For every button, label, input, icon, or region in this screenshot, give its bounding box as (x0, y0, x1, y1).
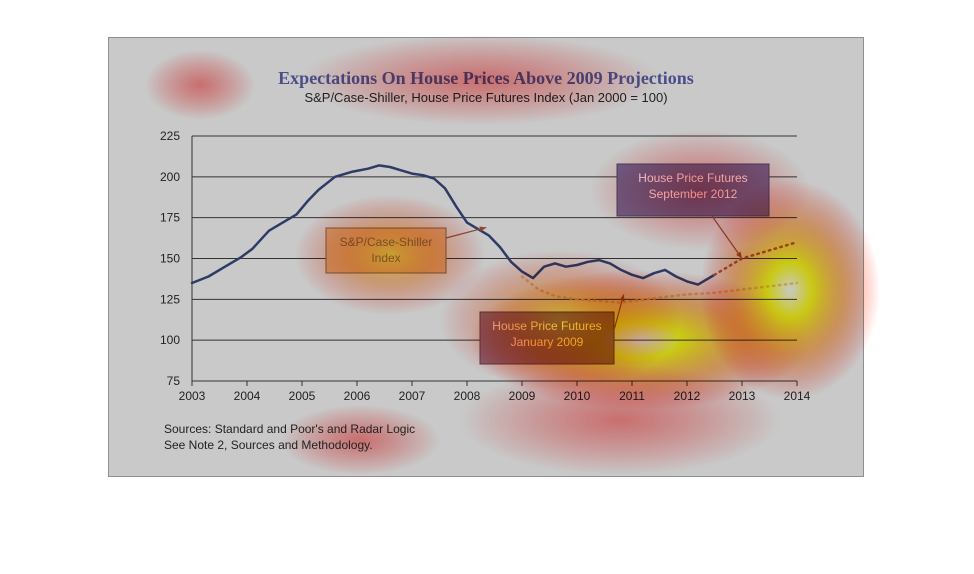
sources-line-2: See Note 2, Sources and Methodology. (164, 438, 373, 452)
heatmap-blob (590, 130, 810, 250)
x-tick-label: 2005 (289, 389, 316, 403)
y-axis-ticks: 75 100 125 150 175 200 225 (160, 129, 180, 388)
y-tick-label: 100 (160, 333, 180, 347)
heatmap-blob (460, 365, 780, 475)
y-tick-label: 175 (160, 211, 180, 225)
y-tick-label: 75 (167, 374, 181, 388)
y-tick-label: 125 (160, 292, 180, 306)
x-tick-label: 2006 (344, 389, 371, 403)
attention-heatmap-overlay (145, 35, 880, 475)
heatmap-blob (300, 35, 660, 125)
heatmap-blob (280, 405, 440, 475)
heatmap-blob (295, 195, 485, 315)
x-tick-label: 2004 (234, 389, 261, 403)
y-tick-label: 150 (160, 252, 180, 266)
sources-line-1: Sources: Standard and Poor's and Radar L… (164, 422, 416, 436)
sources-note: Sources: Standard and Poor's and Radar L… (164, 421, 415, 453)
y-tick-label: 200 (160, 170, 180, 184)
annotation-arrowhead (479, 226, 487, 232)
y-tick-label: 225 (160, 129, 180, 143)
x-tick-label: 2003 (179, 389, 206, 403)
x-tick-label: 2007 (399, 389, 426, 403)
heatmap-blob (145, 50, 255, 120)
heatmap-blob (440, 250, 680, 390)
